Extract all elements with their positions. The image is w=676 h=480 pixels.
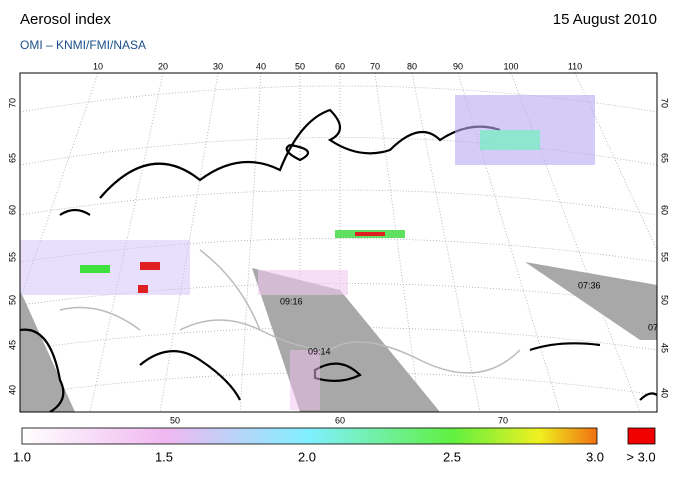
lat-label: 45 [660,343,670,353]
lon-label: 40 [256,61,266,71]
colorbar-label: 2.5 [443,449,461,464]
lon-label: 110 [568,61,582,71]
title: Aerosol index [20,11,111,28]
orbit-time: 07:36 [578,280,601,290]
subtitle: OMI – KNMI/FMI/NASA [20,38,146,52]
lon-label: 30 [213,61,223,71]
lat-label: 50 [660,295,670,305]
lat-label: 40 [660,388,670,398]
lat-label: 65 [660,153,670,163]
lon-label: 70 [498,415,508,425]
orbit-time: 09:14 [308,346,331,356]
lon-label: 50 [295,61,305,71]
map-frame [19,72,658,413]
colorbar [21,427,598,445]
lat-label: 55 [660,252,670,262]
lat-label: 70 [660,98,670,108]
lon-label: 100 [503,61,518,71]
lon-label: 60 [335,61,345,71]
lon-label: 90 [453,61,463,71]
lon-label: 60 [335,415,345,425]
lat-label: 40 [7,385,17,395]
colorbar-label: 1.0 [13,449,31,464]
lat-label: 70 [7,98,17,108]
lat-label: 50 [7,295,17,305]
lat-label: 65 [7,153,17,163]
lon-label: 50 [170,415,180,425]
orbit-time: 09:16 [280,296,303,306]
lon-label: 70 [370,61,380,71]
lat-label: 45 [7,340,17,350]
lon-label: 80 [407,61,417,71]
lon-label: 20 [158,61,168,71]
colorbar-label: 2.0 [298,449,316,464]
lat-label: 60 [7,205,17,215]
lat-label: 55 [7,252,17,262]
colorbar-label: 1.5 [155,449,173,464]
lon-label: 10 [93,61,103,71]
date: 15 August 2010 [553,11,657,28]
overflow-swatch [627,427,656,445]
colorbar-label: 3.0 [586,449,604,464]
orbit-time: 07:35 [648,322,671,332]
lat-label: 60 [660,205,670,215]
overflow-label: > 3.0 [626,449,655,464]
map-area: 09:16 09:14 07:36 07:35 [20,73,671,412]
